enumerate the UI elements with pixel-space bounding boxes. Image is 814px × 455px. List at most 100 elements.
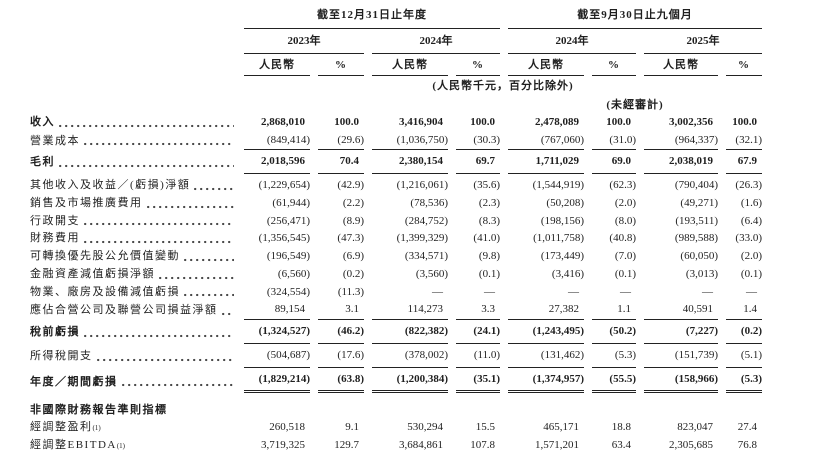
percent-cell: 69.0 [592, 150, 636, 174]
row-label-cell: 物業、廠房及設備減值虧損 [30, 284, 236, 302]
currency-header: 人民幣 [508, 54, 584, 77]
cell-value: (256,471) [266, 214, 310, 227]
amount-cell: (1,374,957) [508, 368, 584, 394]
cell-value: 1.4 [743, 303, 757, 316]
amount-cell: (284,752) [372, 213, 448, 231]
cell-value: (11.3) [337, 285, 364, 298]
cell-value: 9.1 [345, 421, 359, 433]
cell-value: 67.9 [737, 155, 757, 168]
cell-value: 3,719,325 [261, 438, 305, 451]
table-row: 其他收入及收益／(虧損)淨額 (1,229,654) (42.9) (1,216,06… [30, 174, 762, 195]
cell-value: 2,380,154 [399, 155, 443, 168]
amount-cell: (3,416) [508, 266, 584, 284]
amount-cell: (3,013) [644, 266, 718, 284]
cell-value: (504,687) [266, 348, 310, 361]
percent-cell: (33.0) [726, 230, 762, 248]
dot-leader [59, 164, 234, 168]
cell-value: (17.6) [337, 348, 364, 361]
percent-cell: (0.1) [726, 266, 762, 284]
cell-value: (1,324,527) [258, 325, 310, 337]
percent-cell: (47.3) [318, 230, 364, 248]
cell-value: (6.9) [342, 250, 364, 262]
row-label: 所得稅開支 [30, 349, 93, 362]
percent-cell: (6.4) [726, 213, 762, 231]
table-row: 所得稅開支 (504,687) (17.6) (378,002) (11.0) (131,… [30, 344, 762, 368]
row-label: 經調整EBITDA [30, 438, 117, 451]
percent-cell: 18.8 [592, 419, 636, 437]
percent-cell: (0.2) [726, 320, 762, 344]
amount-cell: (193,511) [644, 213, 718, 231]
dot-leader [84, 142, 234, 147]
cell-value: (0.2) [342, 267, 364, 280]
cell-value: (61,944) [272, 196, 310, 209]
unaudited-note: (未經審計) [606, 99, 664, 111]
amount-cell: (1,011,758) [508, 230, 584, 248]
amount-cell: (324,554) [244, 284, 310, 302]
cell-value: 3,002,356 [669, 115, 713, 128]
row-label: 年度／期間虧損 [30, 375, 118, 388]
percent-cell: 3.3 [456, 301, 500, 320]
amount-cell: (6,560) [244, 266, 310, 284]
amount-cell: (3,560) [372, 266, 448, 284]
period-header-annual: 截至12月31日止年度 [244, 6, 500, 29]
dot-leader [59, 123, 234, 128]
percent-cell: (7.0) [592, 248, 636, 266]
cell-value: 2,305,685 [669, 438, 713, 451]
percent-cell: (1.6) [726, 195, 762, 213]
spacer-cell [30, 6, 236, 29]
percent-cell: 129.7 [318, 437, 364, 455]
row-label-cell: 金融資產減值虧損淨額 [30, 266, 236, 284]
cell-value: 114,273 [407, 303, 443, 316]
cell-value: (1,544,919) [532, 179, 584, 191]
row-label: 可轉換優先股公允價值變動 [30, 250, 180, 262]
cell-value: 260,518 [269, 421, 305, 433]
cell-value: (49,271) [680, 196, 718, 209]
amount-cell: (131,462) [508, 344, 584, 368]
cell-value: (3,560) [415, 267, 448, 280]
year-header-2025-9m: 2025年 [644, 29, 762, 54]
percent-cell: — [456, 284, 500, 302]
cell-value: (1,011,758) [533, 232, 584, 245]
percent-header: % [318, 54, 364, 77]
amount-cell: (198,156) [508, 213, 584, 231]
spacer-cell [30, 29, 236, 54]
table-row: 可轉換優先股公允價值變動 (196,549) (6.9) (334,571) (9.8)… [30, 248, 762, 266]
row-label: 營業成本 [30, 134, 80, 147]
cell-value: (151,739) [674, 348, 718, 361]
row-label-cell: 所得稅開支 [30, 344, 236, 368]
table-row: 財務費用 (1,356,545) (47.3) (1,399,329) (41.0) (1… [30, 230, 762, 248]
percent-cell: 100.0 [318, 114, 364, 132]
percent-cell: 63.4 [592, 437, 636, 455]
cell-value: (6,560) [277, 267, 310, 280]
percent-cell: (8.3) [456, 213, 500, 231]
amount-cell: (1,243,495) [508, 320, 584, 344]
cell-value: (2.0) [740, 250, 762, 262]
unit-note-row: (人民幣千元，百分比除外) [30, 76, 762, 95]
cell-value: (35.1) [473, 372, 500, 385]
cell-value: (1,374,957) [532, 372, 584, 385]
row-label-cell: 毛利 [30, 150, 236, 174]
cell-value: 18.8 [611, 421, 631, 433]
cell-value: (0.1) [740, 267, 762, 280]
row-label-cell: 年度／期間虧損 [30, 368, 236, 394]
dot-leader [84, 222, 234, 227]
cell-value: 2,868,010 [261, 115, 305, 128]
percent-header: % [456, 54, 500, 77]
cell-value: 89,154 [274, 303, 305, 316]
cell-value: (8.9) [342, 214, 364, 227]
cell-value: 530,294 [407, 421, 443, 433]
year-header-2023: 2023年 [244, 29, 364, 54]
unit-note: (人民幣千元，百分比除外) [432, 80, 574, 93]
dot-leader [96, 357, 234, 362]
percent-cell: (24.1) [456, 320, 500, 344]
percent-cell: (9.8) [456, 248, 500, 266]
percent-cell: — [726, 284, 762, 302]
amount-cell: 3,002,356 [644, 114, 718, 132]
cell-value: — [432, 285, 443, 298]
amount-cell: 3,684,861 [372, 437, 448, 455]
amount-cell: 465,171 [508, 419, 584, 437]
amount-cell: 40,591 [644, 301, 718, 320]
cell-value: 100.0 [732, 115, 757, 128]
cell-value: 129.7 [334, 438, 359, 451]
cell-value: 15.5 [475, 421, 495, 433]
